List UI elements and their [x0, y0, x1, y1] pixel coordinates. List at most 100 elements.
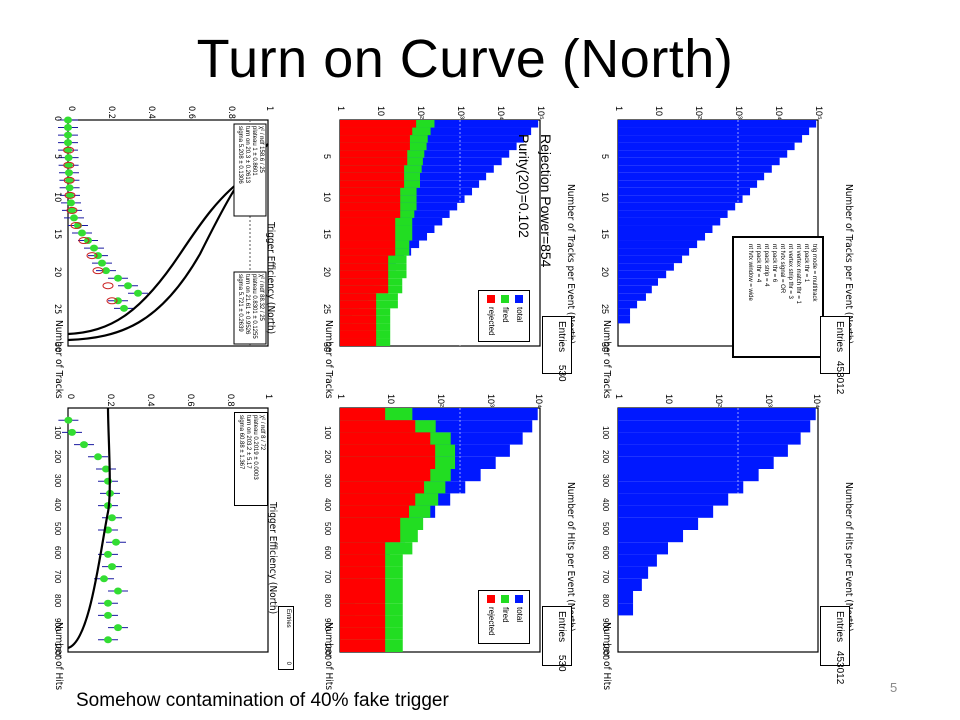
- data-point-green: [90, 244, 98, 252]
- xtick: 100: [601, 426, 610, 440]
- data-point-green: [112, 538, 120, 546]
- bar-total: [618, 293, 646, 301]
- bar-total: [618, 408, 816, 421]
- ytick: 0.6: [186, 394, 196, 407]
- data-point-green: [65, 176, 74, 184]
- bar-rejected: [340, 308, 377, 316]
- xtick: 800: [53, 594, 62, 608]
- xtick: 300: [323, 474, 332, 488]
- xtick: 15: [52, 229, 62, 240]
- xtick: 25: [52, 304, 62, 315]
- ytick: 10²: [416, 106, 426, 120]
- data-point-green: [104, 550, 112, 558]
- bar-rejected: [340, 578, 386, 591]
- fit-stats-2: χ² / ndf 88.32 / 25 plateau 0.8301 ± 0.1…: [236, 274, 264, 344]
- ytick: 0: [66, 106, 76, 112]
- bar-rejected: [340, 493, 416, 506]
- legend-label-total: total: [515, 307, 524, 323]
- ytick: 10²: [714, 394, 724, 408]
- data-point-red: [78, 237, 90, 245]
- bar-total: [618, 270, 667, 279]
- panel-rejection-hits: Number of Hits per Event (North) Number …: [318, 392, 580, 690]
- stat-key: turn on: [245, 415, 251, 434]
- bar-total: [618, 578, 642, 591]
- xtick: 0: [52, 116, 62, 122]
- ytick: 10⁴: [496, 106, 506, 120]
- data-point-green: [108, 514, 116, 522]
- xtick: 700: [601, 570, 610, 584]
- stats-value: 453012: [834, 650, 845, 685]
- bar-rejected: [340, 542, 386, 555]
- bar-rejected: [340, 150, 408, 158]
- ytick: 10⁴: [534, 394, 544, 408]
- bar-total: [618, 456, 774, 469]
- bar-total: [618, 308, 631, 316]
- bar-total: [618, 315, 631, 324]
- xtick: 900: [601, 618, 610, 632]
- legend-label-fired: fired: [501, 307, 510, 323]
- data-point-green: [100, 575, 108, 583]
- data-point-red: [86, 252, 98, 260]
- panel-efficiency-tracks: Trigger Efficiency (North) Number of Tra…: [50, 104, 302, 399]
- annotation-rejection-power: Rejection Power=854: [538, 134, 554, 268]
- data-point-green: [64, 161, 73, 169]
- xtick: 20: [322, 267, 332, 278]
- legend: total fired rejected: [478, 590, 530, 644]
- bar-total: [618, 142, 795, 151]
- bar-rejected: [340, 530, 401, 543]
- bar-rejected: [340, 481, 425, 494]
- xtick: 5: [600, 154, 610, 160]
- data-point-red: [63, 176, 75, 184]
- bar-rejected: [340, 172, 405, 181]
- bar-total: [618, 187, 751, 196]
- bar-rejected: [340, 225, 396, 233]
- bar-total: [618, 505, 714, 518]
- cut-line: nt pack strip = 4: [763, 244, 769, 287]
- annotation-purity: Purity(20)=0.102: [516, 134, 532, 238]
- stat-value: 21.61 ± 0.9526: [244, 294, 250, 335]
- data-point-green: [65, 184, 74, 192]
- xtick: 200: [53, 450, 62, 464]
- bar-rejected: [340, 255, 389, 264]
- legend-label-fired: fired: [501, 607, 510, 623]
- ytick: 10⁵: [536, 106, 546, 120]
- ytick: 0.2: [106, 394, 116, 407]
- xtick: 30: [322, 342, 332, 353]
- stat-key: turn on: [244, 274, 250, 293]
- xtick: 1000: [601, 642, 610, 660]
- bar-rejected: [340, 180, 405, 188]
- stat-key: turn on: [244, 126, 250, 145]
- ytick: 10: [376, 106, 386, 117]
- data-point-green: [64, 416, 73, 424]
- data-point-red: [106, 297, 118, 305]
- data-point-green: [67, 199, 75, 207]
- ytick: 10⁴: [812, 394, 822, 408]
- xtick: 500: [601, 522, 610, 536]
- bar-rejected: [340, 456, 436, 469]
- bar-total: [618, 157, 780, 166]
- bar-total: [618, 481, 744, 494]
- stat-key: plateau: [252, 415, 258, 435]
- efficiency-hits-title: Trigger Efficiency (North): [267, 502, 278, 615]
- data-point-red: [64, 191, 76, 199]
- stat-value: 88.32 / 25: [258, 294, 264, 321]
- data-point-green: [114, 274, 122, 282]
- xtick: 30: [52, 342, 62, 353]
- bar-rejected: [340, 323, 377, 331]
- ytick: 0.2: [106, 106, 116, 119]
- bar-rejected: [340, 615, 386, 628]
- legend-swatch-total: [515, 595, 523, 603]
- bar-total: [618, 165, 772, 173]
- bar-rejected: [340, 505, 410, 518]
- bar-total: [618, 240, 698, 249]
- xtick: 5: [322, 154, 332, 160]
- bar-total: [618, 278, 658, 286]
- data-point-green: [124, 282, 132, 290]
- legend-swatch-total: [515, 295, 523, 303]
- panel-efficiency-hits: Trigger Efficiency (North) Number of Hit…: [50, 392, 302, 690]
- xtick: 600: [323, 546, 332, 560]
- stat-key: sigma: [238, 415, 244, 432]
- data-point-red: [102, 282, 114, 290]
- data-point-green: [102, 465, 110, 473]
- bar-total: [618, 420, 811, 433]
